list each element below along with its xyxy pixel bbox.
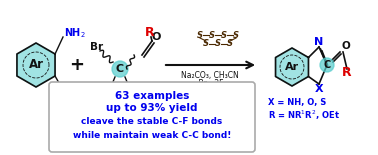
Text: F: F bbox=[128, 89, 136, 102]
Text: N: N bbox=[314, 37, 324, 47]
Text: Br: Br bbox=[90, 42, 104, 52]
Text: S: S bbox=[203, 40, 209, 49]
Circle shape bbox=[112, 61, 128, 77]
Text: 63 examples: 63 examples bbox=[115, 91, 189, 101]
Text: O: O bbox=[342, 41, 350, 51]
Polygon shape bbox=[276, 48, 308, 86]
Text: R: R bbox=[145, 27, 155, 40]
Text: R: R bbox=[342, 66, 352, 80]
Text: XH: XH bbox=[64, 88, 80, 98]
FancyBboxPatch shape bbox=[49, 82, 255, 152]
Text: S: S bbox=[221, 31, 227, 40]
Text: NH$_2$: NH$_2$ bbox=[64, 26, 86, 40]
Text: while maintain weak C-C bond!: while maintain weak C-C bond! bbox=[73, 131, 231, 140]
Polygon shape bbox=[17, 43, 55, 87]
Text: O: O bbox=[151, 32, 161, 42]
Text: Na₂CO₃, CH₃CN: Na₂CO₃, CH₃CN bbox=[181, 71, 239, 80]
Text: S: S bbox=[209, 31, 215, 40]
Text: X: X bbox=[315, 84, 323, 94]
Text: S: S bbox=[215, 40, 221, 49]
Circle shape bbox=[320, 58, 334, 72]
Text: C: C bbox=[116, 64, 124, 74]
Text: Ar: Ar bbox=[28, 58, 43, 71]
Text: up to 93% yield: up to 93% yield bbox=[106, 103, 198, 113]
Text: S: S bbox=[233, 31, 239, 40]
Text: R = NR$^1$R$^2$, OEt: R = NR$^1$R$^2$, OEt bbox=[268, 108, 340, 122]
Text: S: S bbox=[227, 40, 233, 49]
Text: cleave the stable C-F bonds: cleave the stable C-F bonds bbox=[81, 117, 223, 126]
Text: X = NH, O, S: X = NH, O, S bbox=[268, 98, 326, 108]
Text: -Br, -2F: -Br, -2F bbox=[196, 79, 224, 88]
Text: +: + bbox=[70, 56, 85, 74]
Text: C: C bbox=[323, 60, 331, 70]
Text: Ar: Ar bbox=[285, 62, 299, 72]
Text: S: S bbox=[197, 31, 203, 40]
Text: F: F bbox=[105, 89, 113, 102]
